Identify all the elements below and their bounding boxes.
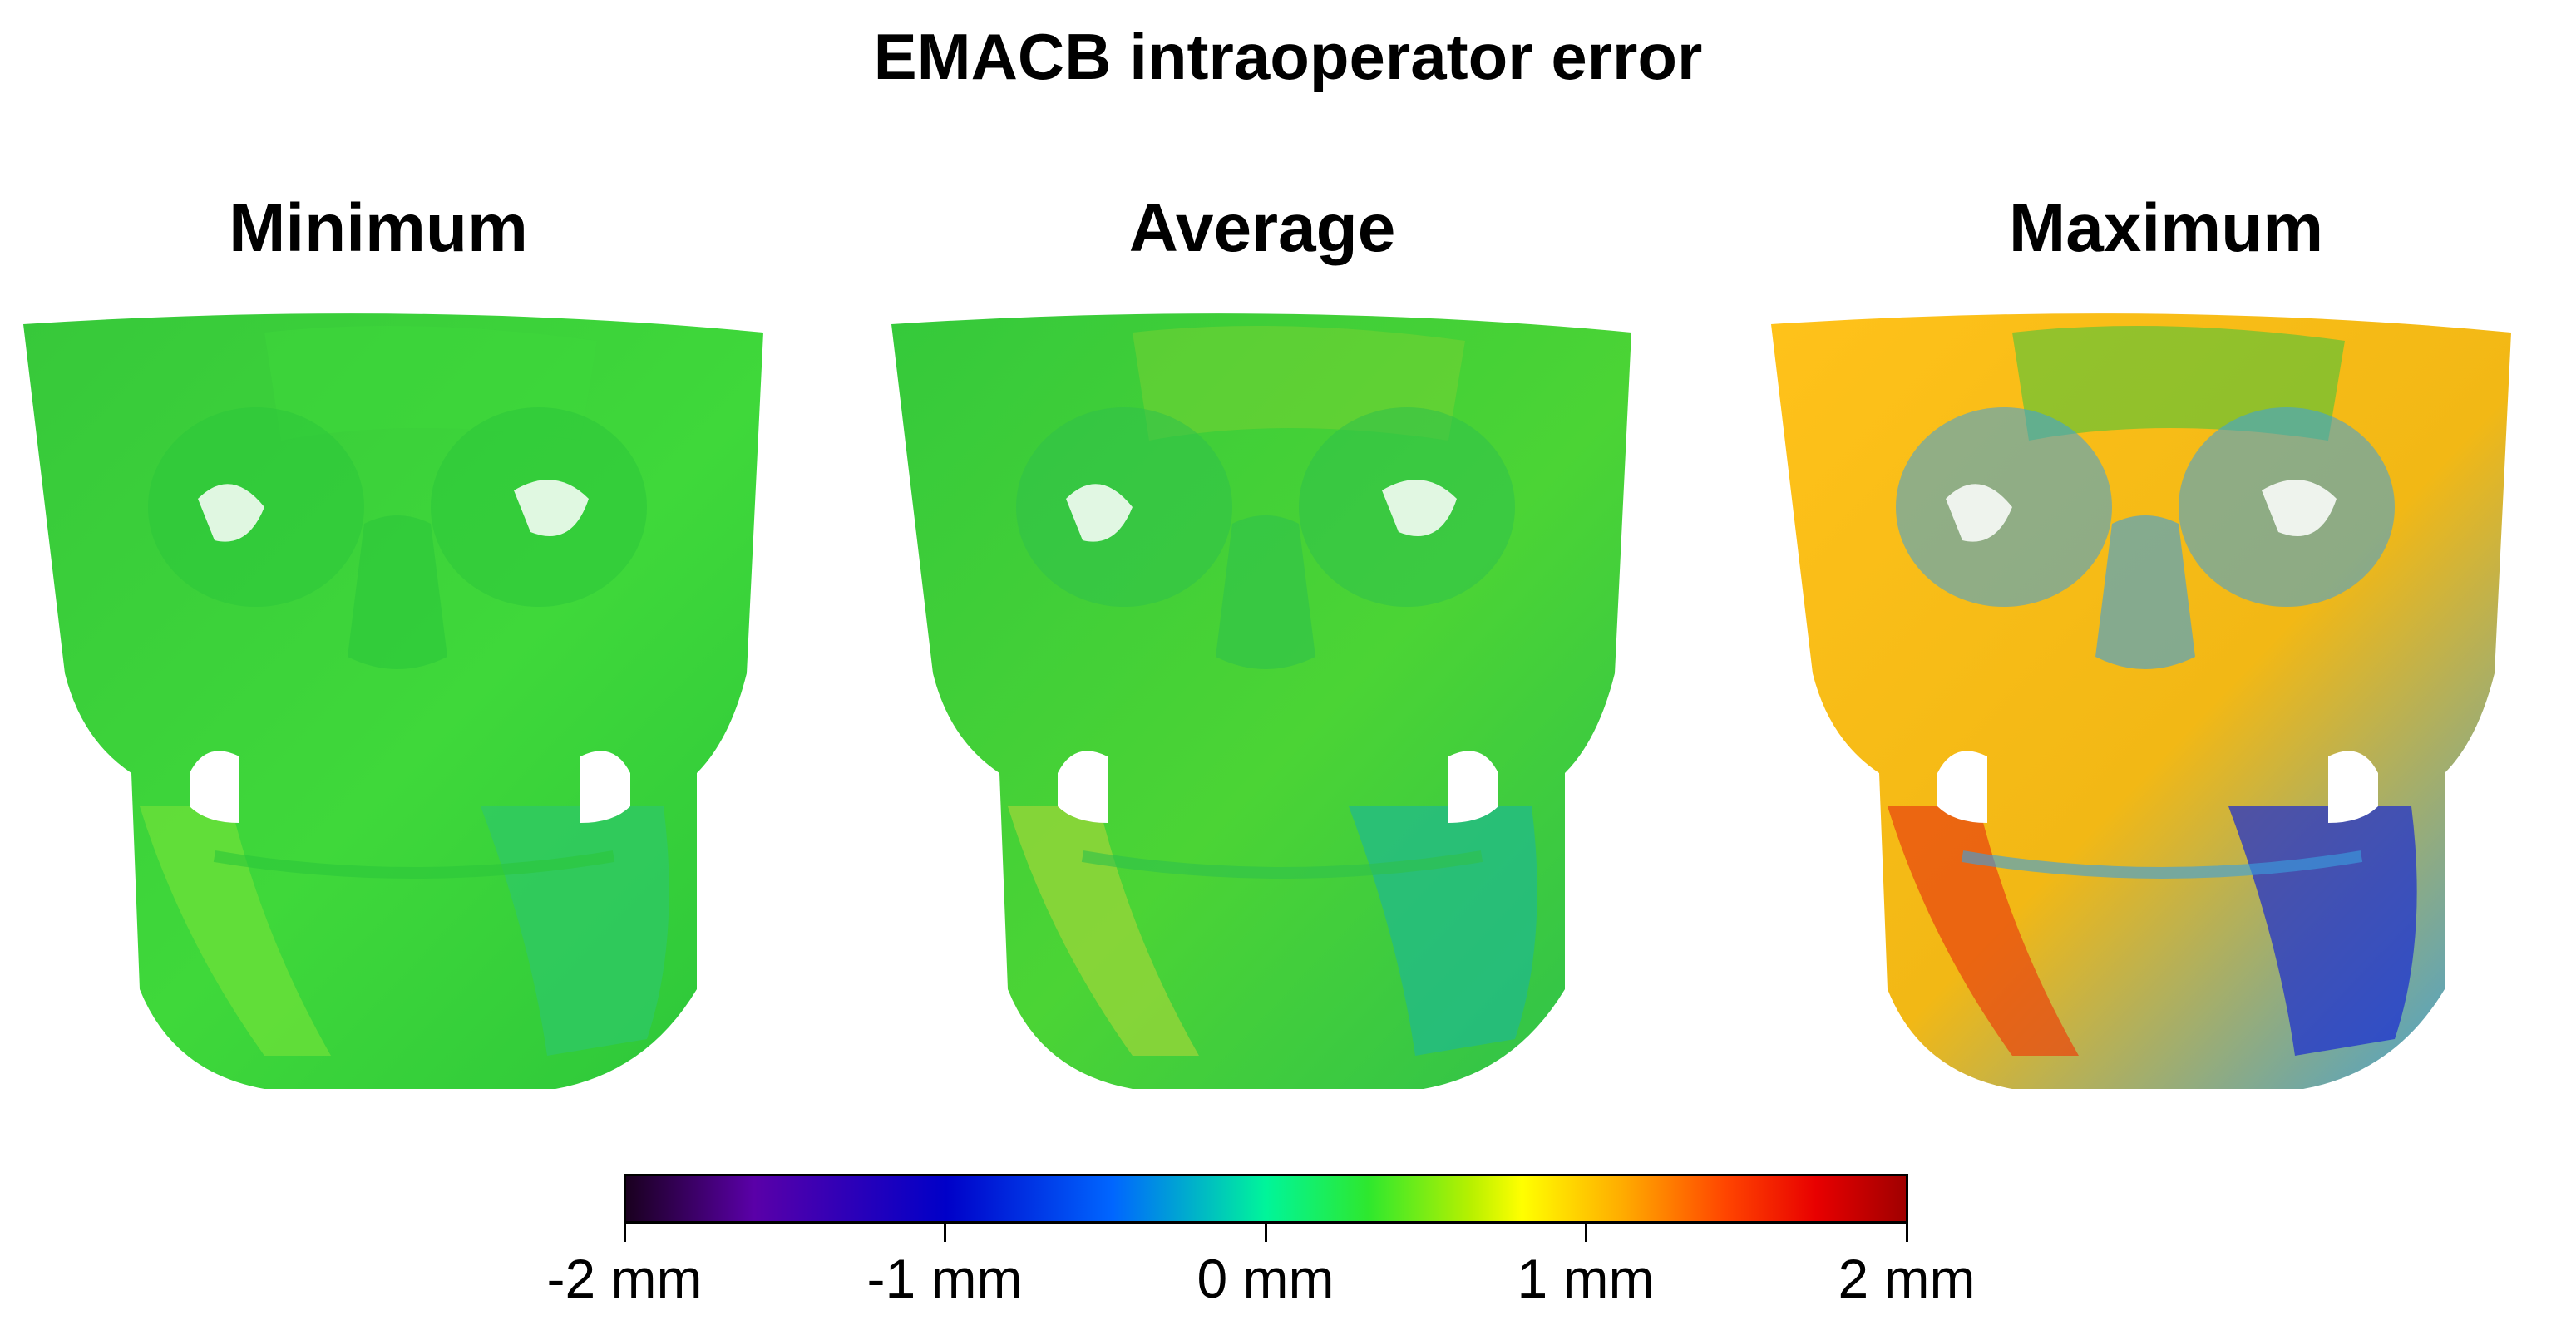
colorbar-tick: [1585, 1224, 1587, 1242]
orbit-gap: [514, 480, 589, 536]
orbit-gap: [198, 484, 264, 542]
teeth-line: [213, 850, 615, 879]
cheek-gap: [580, 751, 630, 823]
surface-patch: [1888, 806, 2079, 1056]
figure-title: EMACB intraoperator error: [873, 20, 1703, 93]
orbit-gap: [1946, 484, 2012, 542]
colorbar-tick: [1265, 1224, 1267, 1242]
panel-label-maximum: Maximum: [2008, 190, 2324, 266]
skull-render-maximum: [1771, 313, 2511, 1090]
cheek-gap: [1058, 751, 1108, 823]
cheek-gap: [1448, 751, 1498, 823]
colorbar-tick: [1906, 1224, 1908, 1242]
nasal-cavity: [1216, 515, 1315, 669]
colorbar-tick-label-neg1: -1 mm: [866, 1248, 1023, 1309]
colorbar-tick-label-pos1: 1 mm: [1517, 1248, 1655, 1309]
colorbar-tick: [944, 1224, 946, 1242]
nasal-cavity: [348, 515, 447, 669]
teeth-line: [1961, 850, 2363, 879]
skull-render-average: [891, 313, 1631, 1090]
cheek-gap: [2328, 751, 2378, 823]
colorbar-tick: [624, 1224, 626, 1242]
cheek-gap: [190, 751, 239, 823]
surface-patch: [140, 806, 331, 1056]
orbit-gap: [1382, 480, 1457, 536]
cheek-gap: [1937, 751, 1987, 823]
colorbar-tick-label-neg2: -2 mm: [546, 1248, 703, 1309]
panel-label-minimum: Minimum: [229, 190, 528, 266]
skull-render-minimum: [23, 313, 763, 1090]
orbit-gap: [1066, 484, 1133, 542]
teeth-line: [1081, 850, 1483, 879]
orbit-gap: [2262, 480, 2337, 536]
colorbar-tick-label-pos2: 2 mm: [1838, 1248, 1976, 1309]
surface-patch: [1008, 806, 1199, 1056]
nasal-cavity: [2095, 515, 2195, 669]
colorbar-tick-label-zero: 0 mm: [1197, 1248, 1335, 1309]
error-colorbar: [624, 1174, 1908, 1224]
panel-label-average: Average: [1128, 190, 1396, 266]
